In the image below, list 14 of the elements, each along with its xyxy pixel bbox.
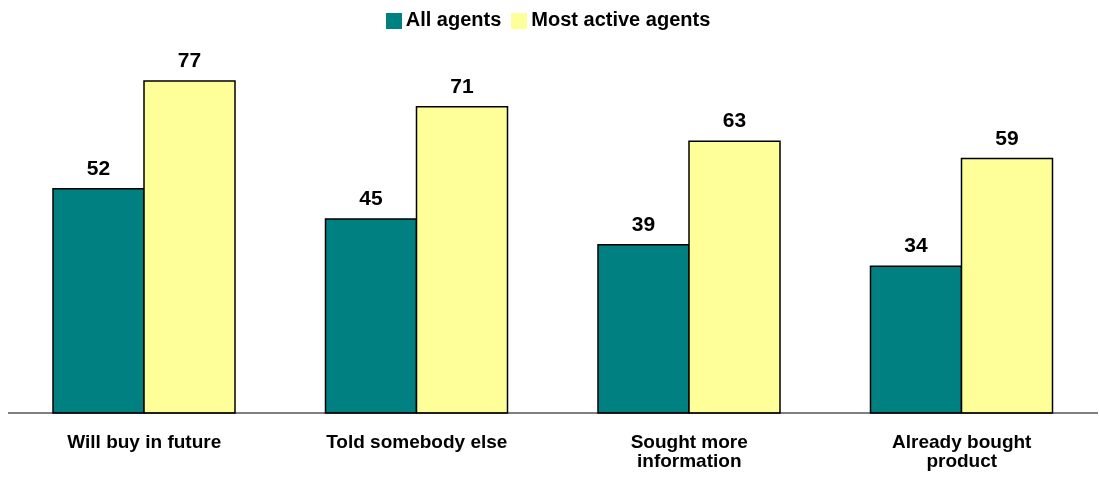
x-tick-label: Already bought product <box>892 431 1033 472</box>
data-label: 52 <box>86 155 111 179</box>
data-label: 45 <box>359 185 383 209</box>
legend-label: All agents <box>405 8 502 30</box>
data-label: 63 <box>722 108 747 132</box>
data-label: 39 <box>631 211 656 235</box>
x-tick-label: Sought more information <box>630 431 748 472</box>
data-label: 77 <box>177 47 202 71</box>
x-tick-label: Will buy in future <box>67 431 222 453</box>
data-label: 59 <box>995 125 1019 149</box>
data-label: 34 <box>904 233 928 257</box>
data-label: 71 <box>450 73 474 97</box>
legend-label: Most active agents <box>531 8 711 30</box>
x-tick-label: Told somebody else <box>326 431 508 453</box>
